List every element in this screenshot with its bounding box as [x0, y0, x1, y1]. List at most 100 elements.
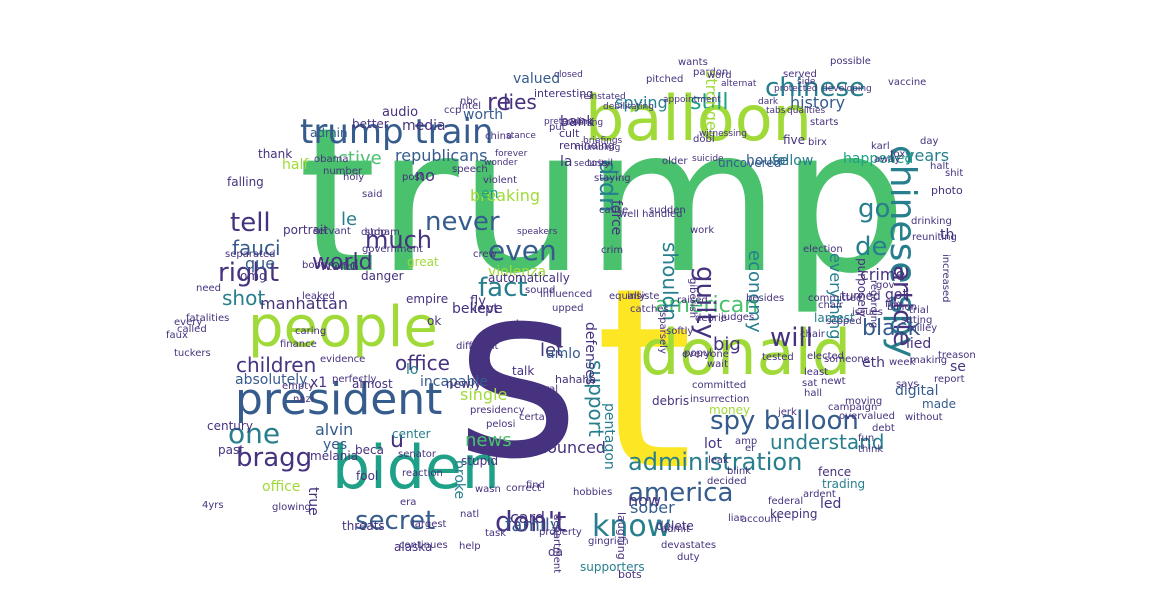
word-admin: admin: [310, 126, 348, 140]
word-briefings: briefings: [583, 136, 623, 146]
word-single: single: [460, 385, 508, 404]
word-office: office: [262, 479, 301, 495]
word-even: even: [488, 234, 557, 267]
word-sat: sat: [802, 378, 818, 389]
word-melania: melania: [310, 449, 359, 463]
word-servant: servant: [313, 226, 351, 237]
word-era: era: [400, 497, 417, 508]
word-world: world: [312, 250, 373, 275]
word-will: will: [770, 323, 813, 353]
word-amp: amp: [735, 436, 758, 447]
word-yes: yes: [323, 437, 348, 453]
word-hahaha: hahaha: [555, 373, 597, 386]
word-world: world: [320, 258, 359, 274]
word-elected: elected: [807, 351, 845, 362]
word-le: le: [341, 209, 358, 230]
word-understand: understand: [770, 430, 885, 454]
word-administration: administration: [628, 448, 803, 476]
word-history: history: [790, 93, 846, 112]
word-big: big: [713, 334, 741, 355]
word-t: t: [595, 234, 694, 525]
word-evidence: evidence: [320, 354, 366, 365]
word-property: property: [539, 527, 582, 538]
word-dark: dark: [758, 97, 779, 107]
word-separated: separated: [225, 249, 276, 260]
word-account: account: [741, 514, 781, 525]
word-least: least: [804, 367, 829, 378]
word-ok: ok: [427, 314, 442, 328]
word-years: years: [905, 146, 950, 165]
word-audio: audio: [382, 105, 419, 120]
word-house: house: [746, 153, 789, 169]
word-softly: softly: [666, 326, 694, 337]
word-absolutely: absolutely: [235, 372, 308, 388]
word-happened: happened: [843, 151, 914, 167]
word-largest: largest: [412, 519, 447, 530]
word-committed: committed: [692, 380, 747, 391]
word-automatically: automatically: [488, 271, 570, 285]
word-reuniting: reuniting: [912, 232, 957, 243]
word-sober: sober: [630, 498, 675, 517]
word-wants: wants: [678, 57, 708, 68]
word-natl: natl: [460, 509, 480, 520]
word-says: says: [896, 379, 919, 390]
word-giv: giv: [508, 318, 527, 332]
word-trial: trial: [909, 305, 929, 316]
word-certa: certa: [519, 412, 545, 423]
word-drinking: drinking: [911, 216, 952, 227]
word-worth: worth: [463, 107, 504, 123]
word-believe: believe: [452, 301, 503, 317]
word-better: better: [352, 117, 389, 131]
word-trump-train: trump train: [300, 112, 494, 152]
word-side: side: [797, 77, 816, 87]
word-speakers: speakers: [517, 227, 558, 237]
word-speech: speech: [452, 164, 488, 175]
word-protected: protected: [774, 84, 818, 94]
word-reaction: reaction: [402, 468, 443, 479]
word-pretending: pretending: [544, 117, 594, 127]
word-past: past: [218, 443, 244, 457]
word-en: en: [481, 186, 499, 202]
word-tuckers: tuckers: [174, 348, 211, 359]
word-crew: crew: [473, 249, 497, 260]
word-reminding: reminding: [559, 139, 615, 152]
word-liar: liar: [728, 513, 744, 524]
word-china: china: [485, 131, 513, 142]
word-equally: equally: [609, 291, 646, 302]
word-danger: danger: [361, 269, 404, 283]
word-kept: kept: [470, 302, 499, 317]
word-uncovered: uncovered: [718, 156, 782, 170]
word-leaked: leaked: [302, 291, 335, 302]
word-giberish: giberish: [687, 278, 698, 319]
word-chinese: chinese: [765, 73, 866, 103]
word-pelosi: pelosi: [486, 419, 516, 430]
word-devastates: devastates: [661, 540, 717, 551]
word-flex: flex: [885, 299, 904, 310]
word-much: much: [365, 226, 432, 254]
word-senator: senator: [398, 449, 436, 460]
word-birx: birx: [808, 137, 827, 148]
word-portrait: portrait: [283, 223, 328, 237]
word-don-t: don't: [495, 505, 567, 538]
word-led: led: [820, 496, 842, 512]
word-mumbling: mumbling: [575, 143, 621, 153]
word-newt: newt: [821, 376, 846, 387]
word-leak: leak: [708, 455, 729, 466]
word-fence: fence: [818, 465, 852, 479]
word-day: day: [920, 136, 939, 147]
word-moving: moving: [845, 396, 883, 407]
word-interesting: interesting: [534, 87, 594, 100]
word-glowing: glowing: [272, 502, 311, 513]
word-violenza: violenza: [488, 264, 547, 280]
word-great: great: [407, 255, 439, 269]
word-staying: staying: [594, 173, 631, 184]
word-government: government: [362, 244, 423, 255]
word-treason: treason: [938, 350, 976, 361]
word-well-handled: well handled: [619, 209, 683, 220]
word-photo: photo: [931, 184, 963, 197]
word-s: s: [455, 232, 581, 512]
word-made: made: [922, 397, 957, 411]
word-bank: bank: [560, 114, 595, 130]
word-valued: valued: [513, 71, 561, 87]
word-witnessing: witnessing: [699, 129, 747, 139]
